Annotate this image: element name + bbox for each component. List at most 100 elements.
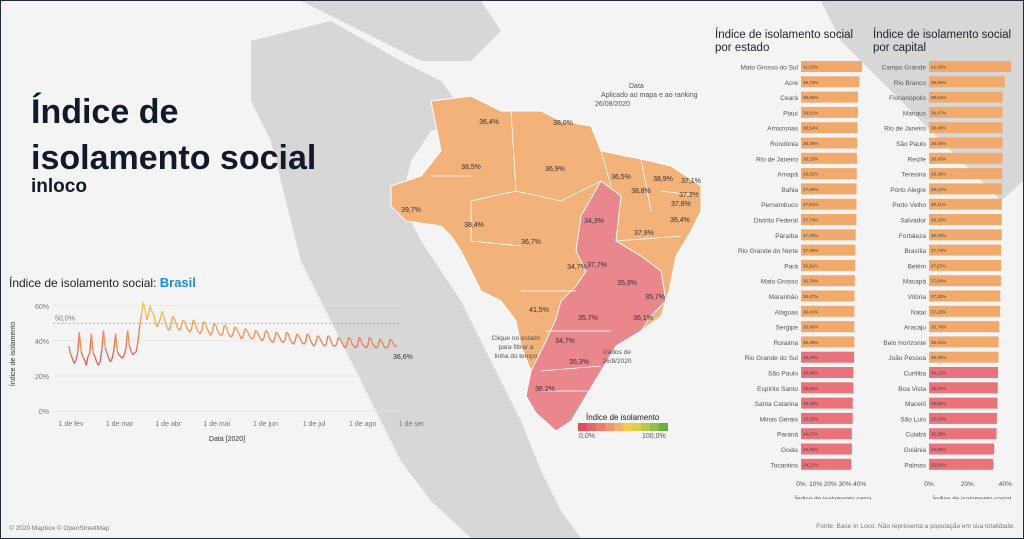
capital-bar[interactable] bbox=[929, 168, 1003, 180]
line-segment bbox=[180, 319, 184, 327]
state-bar[interactable] bbox=[801, 382, 854, 394]
state-bar[interactable] bbox=[801, 397, 853, 409]
state-value-label: 39,74% bbox=[803, 80, 818, 85]
capital-bar[interactable] bbox=[929, 229, 1002, 241]
state-bar[interactable] bbox=[801, 321, 855, 333]
capital-bar[interactable] bbox=[929, 275, 1001, 287]
capital-category-label: Campo Grande bbox=[882, 65, 927, 72]
line-segment bbox=[151, 310, 155, 315]
state-x-tick: 20% bbox=[824, 481, 837, 488]
footer-attribution[interactable]: © 2020 Mapbox © OpenStreetMap bbox=[9, 525, 110, 532]
capital-value-label: 38,36% bbox=[931, 172, 946, 177]
capital-bar[interactable] bbox=[929, 259, 1001, 271]
capital-bar[interactable] bbox=[929, 382, 998, 394]
state-bar[interactable] bbox=[801, 412, 853, 424]
capital-bar[interactable] bbox=[929, 137, 1003, 149]
capital-bar[interactable] bbox=[929, 122, 1003, 134]
state-bar[interactable] bbox=[801, 351, 855, 363]
state-bar[interactable] bbox=[801, 229, 856, 241]
map-label-ac: 39,7% bbox=[401, 207, 421, 214]
capital-bar[interactable] bbox=[929, 412, 997, 424]
line-chart-title-region[interactable]: Brasil bbox=[159, 275, 196, 290]
map-date-value[interactable]: 26/08/2020 bbox=[595, 101, 631, 108]
state-value-label: 38,10% bbox=[803, 156, 818, 161]
line-segment bbox=[330, 342, 334, 347]
capital-bar[interactable] bbox=[929, 214, 1002, 225]
capital-bar[interactable] bbox=[929, 351, 999, 363]
capital-category-label: Porto Velho bbox=[892, 202, 926, 209]
capital-value-label: 36,35% bbox=[931, 355, 946, 360]
capital-bar[interactable] bbox=[929, 91, 1003, 103]
capital-category-label: João Pessoa bbox=[888, 355, 926, 362]
line-chart[interactable]: 0% 20% 40% 60% 50,0% Índice de isolamento 1 de… bbox=[1, 289, 431, 449]
state-bar[interactable] bbox=[801, 305, 855, 317]
state-bar[interactable] bbox=[801, 198, 857, 210]
capital-value-label: 38,10% bbox=[931, 218, 946, 223]
capital-bar[interactable] bbox=[929, 305, 1001, 317]
capital-bar[interactable] bbox=[929, 183, 1003, 195]
line-segment bbox=[360, 338, 364, 345]
capital-bar[interactable] bbox=[929, 198, 1002, 210]
capital-bar-chart[interactable]: Campo Grande 42,93% Rio Branco 39,66% Floria… bbox=[867, 59, 1019, 499]
capital-bar[interactable] bbox=[929, 244, 1002, 256]
state-bar[interactable] bbox=[801, 244, 856, 256]
capital-bar[interactable] bbox=[929, 76, 1005, 88]
capital-bar[interactable] bbox=[929, 336, 999, 348]
state-category-label: Alagoas bbox=[775, 309, 799, 316]
line-segment bbox=[121, 354, 125, 359]
capital-bar[interactable] bbox=[929, 428, 997, 440]
capital-category-label: Rio de Janeiro bbox=[884, 126, 926, 133]
state-bar[interactable] bbox=[801, 137, 858, 149]
state-bar[interactable] bbox=[801, 428, 852, 440]
capital-bar[interactable] bbox=[929, 106, 1003, 118]
capital-bar[interactable] bbox=[929, 443, 995, 455]
state-value-label: 37,29% bbox=[803, 233, 818, 238]
map-data-note-line2: 26/8/2020 bbox=[602, 358, 632, 365]
capital-chart-title: Índice de isolamento social por capital bbox=[873, 29, 1012, 54]
map-click-note: Clique no estado para filtrar a linha do… bbox=[491, 335, 541, 360]
capital-value-label: 33,60% bbox=[931, 462, 946, 467]
state-bar[interactable] bbox=[801, 183, 857, 195]
state-bar[interactable] bbox=[801, 91, 858, 103]
capital-bar[interactable] bbox=[929, 152, 1003, 164]
line-segment bbox=[92, 352, 96, 357]
capital-bar[interactable] bbox=[929, 458, 994, 470]
state-bar[interactable] bbox=[801, 458, 852, 470]
state-bar[interactable] bbox=[801, 61, 862, 72]
brazil-low-region[interactable] bbox=[525, 180, 667, 432]
capital-bar[interactable] bbox=[929, 321, 1000, 333]
capital-bar[interactable] bbox=[929, 61, 1012, 72]
line-segment bbox=[254, 329, 258, 333]
state-bar-chart[interactable]: Mato Grosso do Sul 41,53% Acre 39,74% Ceará 3… bbox=[705, 59, 871, 499]
line-segment bbox=[80, 351, 84, 357]
footer-source: Fonte: Base In Loco. Não representa a po… bbox=[816, 523, 1015, 530]
line-segment bbox=[325, 335, 329, 345]
state-bar[interactable] bbox=[801, 275, 855, 287]
line-segment bbox=[272, 338, 276, 343]
line-segment bbox=[320, 340, 324, 345]
state-bar[interactable] bbox=[801, 122, 858, 134]
state-bar[interactable] bbox=[801, 152, 857, 164]
state-value-label: 36,40% bbox=[803, 325, 818, 330]
state-bar[interactable] bbox=[801, 290, 855, 302]
state-bar[interactable] bbox=[801, 367, 854, 378]
line-segment bbox=[337, 336, 341, 340]
line-segment bbox=[234, 326, 237, 330]
state-bar[interactable] bbox=[801, 443, 852, 455]
state-bar[interactable] bbox=[801, 168, 857, 180]
state-bar[interactable] bbox=[801, 214, 857, 225]
state-bar[interactable] bbox=[801, 106, 858, 118]
state-value-label: 38,81% bbox=[803, 110, 818, 115]
state-bar[interactable] bbox=[801, 259, 856, 271]
line-segment bbox=[132, 352, 136, 356]
state-bar[interactable] bbox=[801, 336, 855, 348]
line-segment bbox=[161, 310, 165, 317]
capital-bar[interactable] bbox=[929, 290, 1001, 302]
state-value-label: 36,20% bbox=[803, 355, 818, 360]
map-label-ro: 38,4% bbox=[464, 222, 484, 229]
state-value-label: 35,66% bbox=[803, 386, 818, 391]
capital-value-label: 36,41% bbox=[931, 340, 946, 345]
capital-bar[interactable] bbox=[929, 367, 999, 378]
state-bar[interactable] bbox=[801, 76, 860, 88]
capital-bar[interactable] bbox=[929, 397, 998, 409]
